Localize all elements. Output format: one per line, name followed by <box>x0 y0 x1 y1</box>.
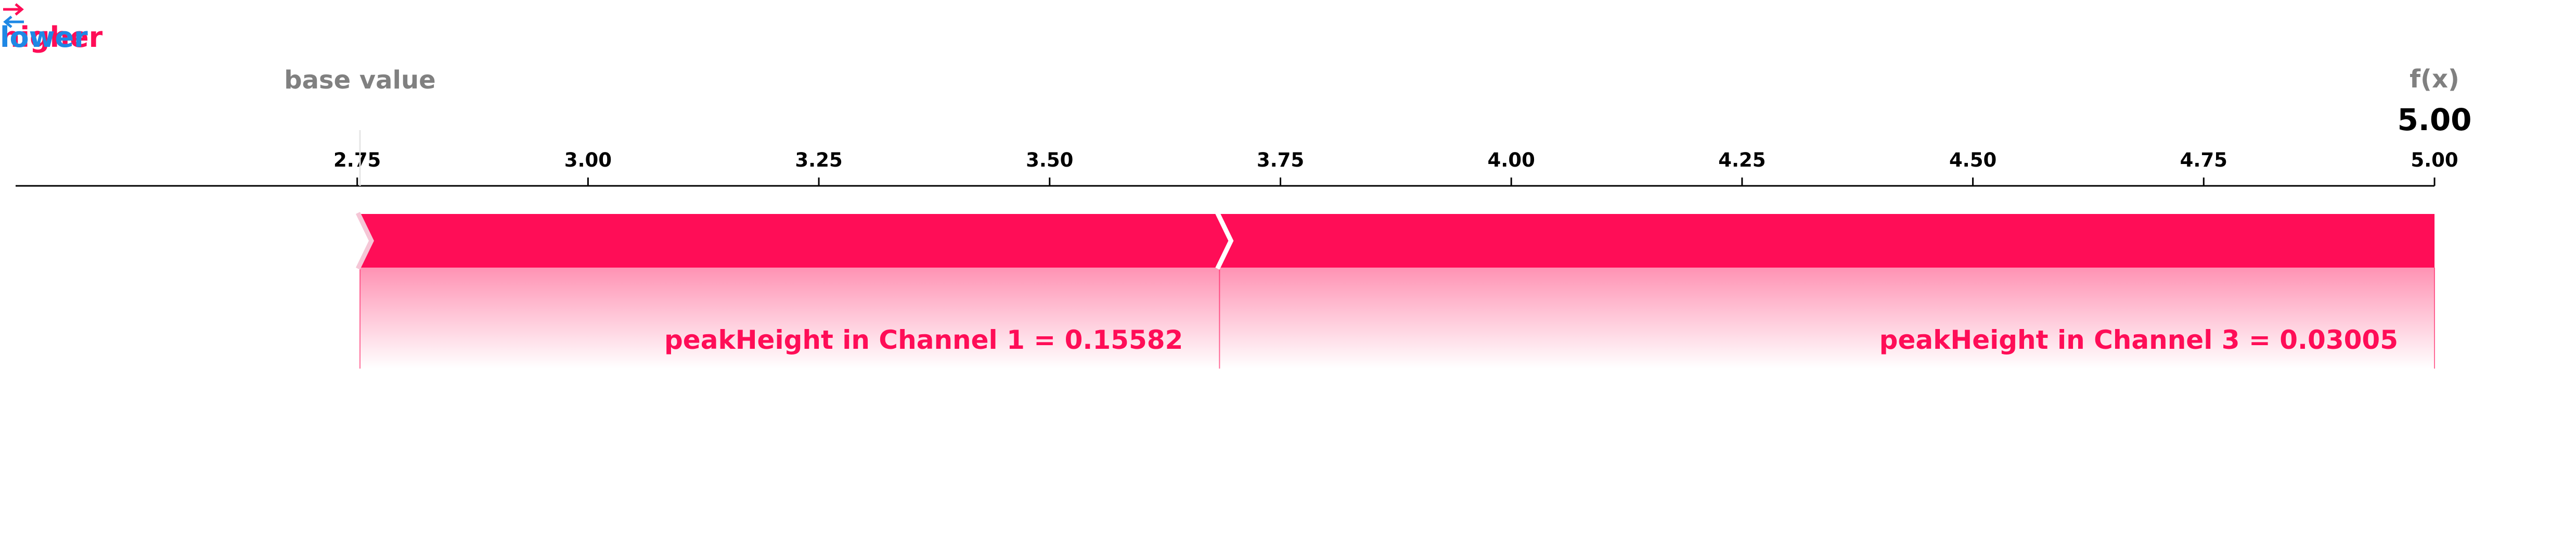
x-tick-label: 5.00 <box>2411 149 2458 171</box>
x-tick-label: 3.50 <box>1026 149 1073 171</box>
x-tick-label: 4.00 <box>1488 149 1535 171</box>
base-value-label: base value <box>284 66 435 95</box>
output-value: 5.00 <box>2397 102 2471 137</box>
legend-lower: lower <box>0 21 88 54</box>
x-tick-label: 2.75 <box>333 149 381 171</box>
feature-bar <box>360 214 1233 268</box>
output-label: f(x) <box>2410 65 2459 94</box>
feature-separator <box>1215 212 1234 270</box>
swap-arrows-icon <box>3 3 24 28</box>
x-tick-label: 3.75 <box>1257 149 1304 171</box>
x-tick-label: 4.75 <box>2180 149 2227 171</box>
feature-bar <box>1219 214 2435 268</box>
feature-label: peakHeight in Channel 3 = 0.03005 <box>1879 325 2398 355</box>
x-tick-label: 3.00 <box>564 149 612 171</box>
feature-fade <box>1219 268 2435 369</box>
x-tick-label: 3.25 <box>795 149 842 171</box>
feature-label: peakHeight in Channel 1 = 0.15582 <box>664 325 1183 355</box>
legend-higher: higher <box>0 21 103 54</box>
x-tick-label: 4.50 <box>1949 149 1997 171</box>
x-tick-label: 4.25 <box>1718 149 1766 171</box>
feature-fade <box>360 268 1220 369</box>
feature-separator <box>355 212 375 270</box>
